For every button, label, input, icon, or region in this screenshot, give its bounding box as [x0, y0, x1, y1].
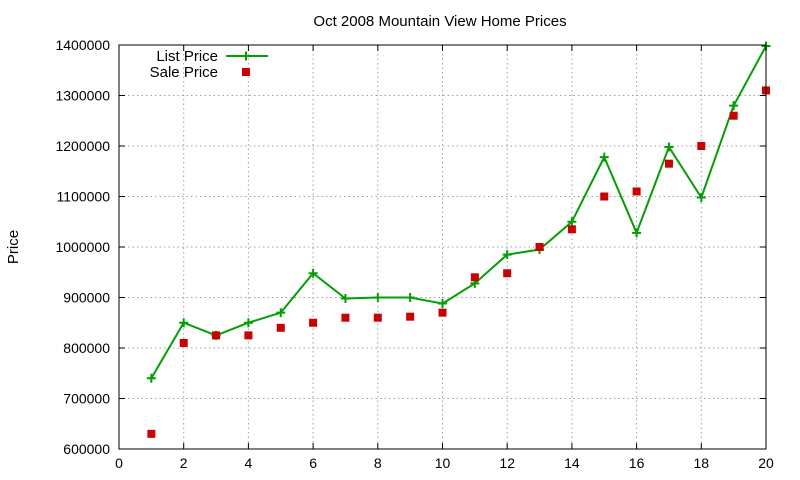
list-price-point	[502, 250, 512, 260]
x-tick-label: 20	[758, 455, 774, 471]
legend-symbol-list-price	[226, 51, 268, 61]
sale-price-point	[438, 308, 447, 317]
x-tick-label: 6	[309, 455, 317, 471]
x-tick-label: 18	[694, 455, 710, 471]
x-tick-label: 2	[180, 455, 188, 471]
list-price-point	[632, 228, 642, 238]
y-tick-label: 700000	[63, 391, 110, 407]
x-tick-label: 16	[629, 455, 645, 471]
list-price-point	[340, 294, 350, 304]
grid-lines	[119, 45, 766, 449]
list-price-point	[243, 318, 253, 328]
legend-marker-sale-price	[242, 68, 250, 76]
series-list-price	[146, 41, 771, 383]
list-price-line	[150, 45, 767, 379]
sale-price-point	[567, 225, 576, 234]
list-price-point	[146, 373, 156, 383]
series	[146, 41, 771, 438]
list-price-point	[276, 308, 286, 318]
list-price-point	[405, 293, 415, 302]
x-tick-label: 4	[245, 455, 253, 471]
y-tick-label: 800000	[63, 340, 110, 356]
sale-price-point	[535, 243, 544, 251]
legend: List Price Sale Price	[150, 48, 268, 81]
x-tick-label: 10	[435, 455, 451, 471]
sale-price-point	[600, 192, 609, 201]
list-price-point	[308, 268, 318, 278]
list-price-point	[696, 193, 706, 203]
x-tick-label: 8	[374, 455, 382, 471]
y-tick-label: 1400000	[55, 37, 110, 53]
legend-marker-list-price	[241, 51, 251, 61]
y-axis-title: Price	[5, 230, 22, 264]
sale-price-point	[341, 313, 350, 322]
sale-price-point	[179, 338, 188, 347]
x-tick-labels: 0 2 4 6 8 10 12 14 16 18 20	[115, 455, 774, 471]
x-tick-label: 12	[499, 455, 515, 471]
sale-price-point	[212, 331, 221, 340]
y-tick-label: 600000	[63, 441, 110, 457]
legend-symbol-sale-price	[242, 68, 250, 76]
plot-frame	[118, 44, 767, 450]
sale-price-point	[470, 273, 479, 282]
y-tick-label: 1300000	[55, 88, 110, 104]
list-price-point	[729, 101, 739, 111]
sale-price-point	[244, 331, 253, 340]
sale-price-point	[373, 313, 382, 322]
legend-label-list-price: List Price	[156, 48, 218, 65]
list-price-point	[567, 217, 577, 227]
legend-label-sale-price: Sale Price	[150, 64, 218, 81]
y-tick-label: 1000000	[55, 239, 110, 255]
list-price-point	[438, 299, 447, 309]
y-tick-label: 900000	[63, 290, 110, 306]
list-price-point	[373, 293, 383, 302]
sale-price-point	[632, 187, 641, 196]
series-sale-price	[147, 86, 770, 438]
list-price-point	[664, 142, 674, 152]
y-tick-labels: 600000 700000 800000 900000 1000000 1100000 12…	[55, 37, 110, 457]
sale-price-point	[309, 318, 318, 327]
sale-price-point	[729, 111, 738, 120]
list-price-point	[599, 152, 609, 162]
y-tick-label: 1200000	[55, 138, 110, 154]
x-tick-label: 0	[115, 455, 123, 471]
sale-price-point	[697, 142, 706, 150]
chart-title: Oct 2008 Mountain View Home Prices	[313, 13, 566, 30]
x-tick-label: 14	[564, 455, 580, 471]
sale-price-point	[664, 159, 673, 168]
sale-price-point	[147, 429, 156, 438]
sale-price-point	[406, 312, 415, 321]
sale-price-point	[503, 269, 512, 278]
y-tick-label: 1100000	[57, 189, 111, 205]
list-price-point	[179, 318, 189, 328]
sale-price-point	[276, 323, 285, 332]
